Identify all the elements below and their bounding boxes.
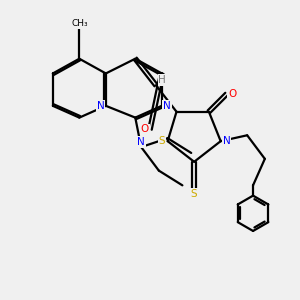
Text: CH₃: CH₃ bbox=[71, 20, 88, 28]
Text: S: S bbox=[191, 189, 197, 199]
Text: H: H bbox=[158, 75, 166, 85]
Text: N: N bbox=[163, 101, 171, 111]
Text: O: O bbox=[141, 124, 149, 134]
Text: N: N bbox=[137, 137, 145, 147]
Text: O: O bbox=[228, 89, 237, 99]
Text: S: S bbox=[158, 136, 165, 146]
Text: N: N bbox=[223, 136, 230, 146]
Text: N: N bbox=[97, 101, 104, 111]
